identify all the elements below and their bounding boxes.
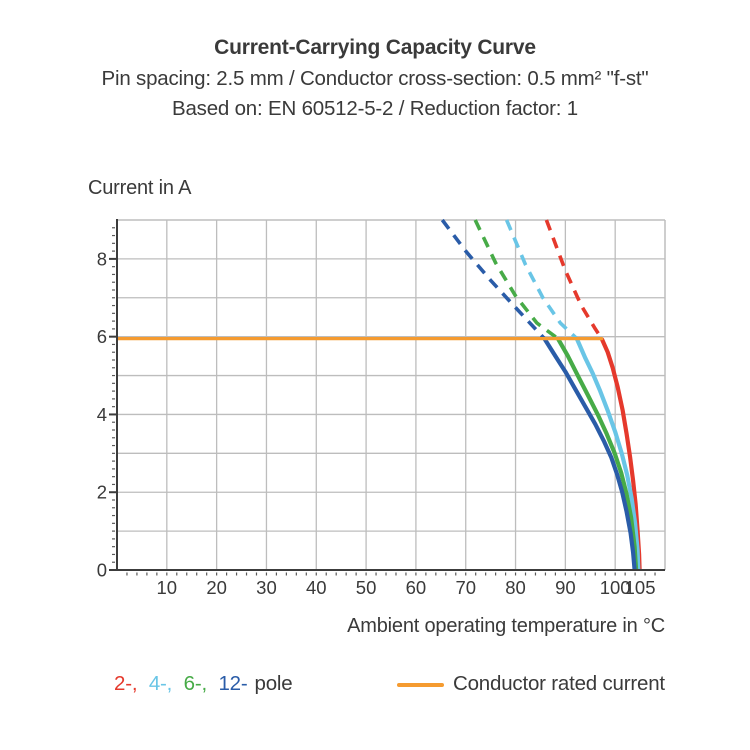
svg-text:40: 40 (306, 577, 327, 598)
legend-pole-1: 4-, (148, 672, 173, 695)
legend-pole-2: 6-, (183, 672, 208, 695)
y-axis-title: Current in A (88, 177, 192, 199)
x-axis-title: Ambient operating temperature in °C (347, 615, 665, 637)
svg-text:2: 2 (97, 482, 107, 503)
legend-pole-counts: 2-, 4-, 6-, 12- pole (114, 672, 293, 696)
chart-header: Current-Carrying Capacity Curve Pin spac… (0, 33, 750, 125)
chart-subtitle-standard: Based on: EN 60512-5-2 / Reduction facto… (171, 97, 578, 120)
svg-text:8: 8 (97, 248, 107, 269)
legend-pole-0: 2-, (114, 672, 138, 695)
rated-current-label: Conductor rated current (453, 672, 665, 695)
svg-text:100: 100 (600, 577, 631, 598)
svg-text:20: 20 (206, 577, 227, 598)
chart-title: Current-Carrying Capacity Curve (214, 36, 536, 59)
svg-text:10: 10 (157, 577, 178, 598)
chart-subtitle-pin-spacing: Pin spacing: 2.5 mm / Conductor cross-se… (101, 66, 649, 90)
svg-text:4: 4 (97, 404, 107, 425)
svg-text:105: 105 (625, 577, 656, 598)
svg-text:90: 90 (555, 577, 576, 598)
svg-text:70: 70 (455, 577, 476, 598)
svg-text:30: 30 (256, 577, 277, 598)
svg-text:6: 6 (97, 326, 107, 347)
svg-text:0: 0 (97, 560, 107, 581)
svg-text:50: 50 (356, 577, 377, 598)
legend-pole-3: 12- (218, 672, 248, 695)
svg-text:80: 80 (505, 577, 526, 598)
rated-current-line-swatch (397, 683, 444, 687)
legend-pole-suffix: pole (254, 672, 293, 695)
legend-rated-current: Conductor rated current (397, 672, 665, 696)
svg-text:60: 60 (406, 577, 427, 598)
